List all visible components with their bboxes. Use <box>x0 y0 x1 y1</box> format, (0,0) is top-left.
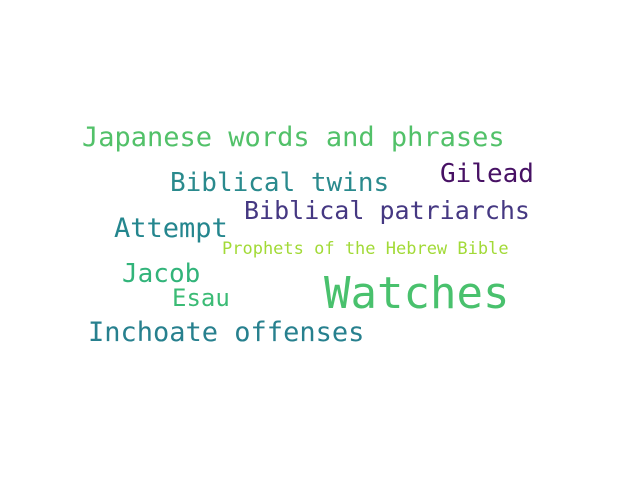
word-watches: Watches <box>324 268 510 319</box>
word-esau: Esau <box>172 284 230 312</box>
word-biblical-patriarchs: Biblical patriarchs <box>244 196 530 225</box>
word-inchoate-offenses: Inchoate offenses <box>88 317 365 348</box>
word-jacob: Jacob <box>122 259 201 289</box>
word-gilead: Gilead <box>440 159 534 189</box>
word-prophets-of-the-hebrew-bible: Prophets of the Hebrew Bible <box>222 239 509 259</box>
word-attempt: Attempt <box>114 213 228 244</box>
word-biblical-twins: Biblical twins <box>170 168 390 198</box>
word-japanese-words-and-phrases: Japanese words and phrases <box>82 122 505 153</box>
